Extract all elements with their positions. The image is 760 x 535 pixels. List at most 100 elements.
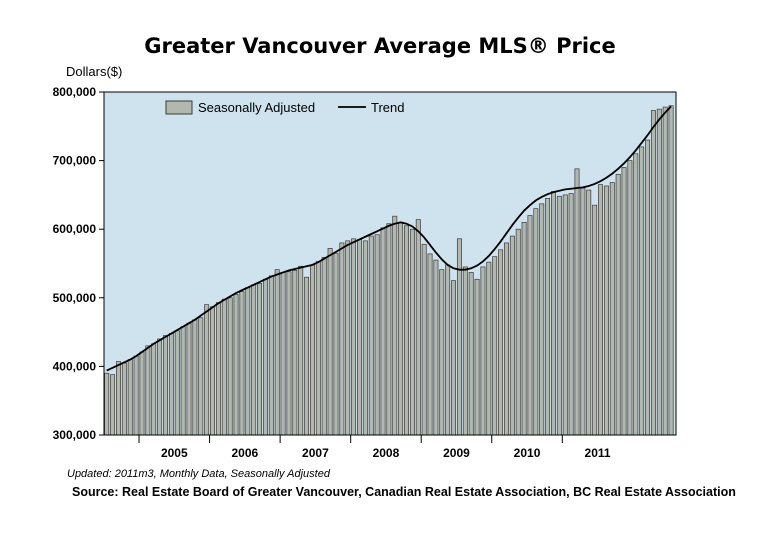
bar-seasonally-adjusted-36 xyxy=(315,261,321,436)
bar-seasonally-adjusted-6 xyxy=(139,351,145,436)
x-axis: 2005 2006 2007 2008 2009 2010 2011 xyxy=(138,435,611,460)
bar-seasonally-adjusted-82 xyxy=(586,189,592,436)
bar-seasonally-adjusted-42 xyxy=(351,238,357,436)
bar-seasonally-adjusted-79 xyxy=(568,193,574,436)
x-tick-label-2006: 2006 xyxy=(231,446,258,460)
y-tick-label: 400,000 xyxy=(53,359,97,373)
plot-frame xyxy=(103,91,677,436)
legend-label-trend: Trend xyxy=(371,100,404,115)
bar-seasonally-adjusted-38 xyxy=(327,248,333,436)
trend-line xyxy=(106,105,672,372)
bar-seasonally-adjusted-75 xyxy=(545,197,551,436)
bar-seasonally-adjusted-53 xyxy=(415,219,421,436)
y-tick-label: 300,000 xyxy=(53,428,97,442)
bar-seasonally-adjusted-10 xyxy=(163,335,168,436)
bar-seasonally-adjusted-37 xyxy=(321,256,327,436)
bar-seasonally-adjusted-50 xyxy=(398,221,404,436)
bar-seasonally-adjusted-69 xyxy=(509,235,515,436)
bar-seasonally-adjusted-87 xyxy=(615,173,621,436)
bar-seasonally-adjusted-91 xyxy=(639,146,645,436)
bar-seasonally-adjusted-74 xyxy=(539,203,545,436)
x-tick-label-2009: 2009 xyxy=(443,446,470,460)
bar-seasonally-adjusted-71 xyxy=(521,221,527,436)
bar-seasonally-adjusted-77 xyxy=(556,195,562,436)
bar-seasonally-adjusted-19 xyxy=(215,302,221,436)
bar-seasonally-adjusted-92 xyxy=(645,139,651,436)
x-tick-label-2005: 2005 xyxy=(161,446,188,460)
bar-seasonally-adjusted-4 xyxy=(127,359,133,436)
bar-seasonally-adjusted-47 xyxy=(380,227,386,436)
bar-seasonally-adjusted-81 xyxy=(580,187,586,436)
x-tick-label-2007: 2007 xyxy=(302,446,329,460)
bar-seasonally-adjusted-65 xyxy=(486,261,492,436)
bar-seasonally-adjusted-7 xyxy=(145,345,151,436)
x-tick-label-2011: 2011 xyxy=(585,446,611,460)
legend-label-seasonally-adjusted: Seasonally Adjusted xyxy=(198,100,315,115)
bar-seasonally-adjusted-64 xyxy=(480,266,486,436)
bar-seasonally-adjusted-25 xyxy=(251,284,257,436)
y-tick-label: 600,000 xyxy=(53,222,97,236)
bar-seasonally-adjusted-14 xyxy=(186,322,192,436)
y-tick-label: 800,000 xyxy=(53,85,97,99)
bar-seasonally-adjusted-30 xyxy=(280,272,286,436)
bar-seasonally-adjusted-43 xyxy=(357,239,362,436)
source-note: Source: Real Estate Board of Greater Van… xyxy=(72,485,736,499)
bar-seasonally-adjusted-62 xyxy=(468,272,474,436)
bar-seasonally-adjusted-41 xyxy=(345,240,351,436)
bar-seasonally-adjusted-80 xyxy=(574,168,580,436)
y-tick-label: 500,000 xyxy=(53,291,97,305)
bar-seasonally-adjusted-17 xyxy=(204,304,210,436)
bar-seasonally-adjusted-94 xyxy=(656,108,662,436)
y-tick-label: 700,000 xyxy=(53,154,97,168)
bar-seasonally-adjusted-13 xyxy=(180,326,186,436)
bar-seasonally-adjusted-96 xyxy=(668,105,674,436)
bar-seasonally-adjusted-45 xyxy=(368,235,374,436)
bar-seasonally-adjusted-51 xyxy=(404,225,409,436)
bar-seasonally-adjusted-15 xyxy=(192,319,198,436)
bar-seasonally-adjusted-89 xyxy=(627,160,633,436)
y-axis: 300,000 400,000 500,000 600,000 700,000 800,0… xyxy=(53,85,104,442)
bar-seasonally-adjusted-83 xyxy=(592,204,598,436)
bar-seasonally-adjusted-3 xyxy=(121,362,127,436)
bar-seasonally-adjusted-24 xyxy=(245,287,251,436)
bar-seasonally-adjusted-20 xyxy=(221,298,227,436)
bar-seasonally-adjusted-11 xyxy=(168,333,174,436)
bar-seasonally-adjusted-35 xyxy=(309,264,315,436)
bar-seasonally-adjusted-9 xyxy=(157,338,163,436)
legend-swatch-seasonally-adjusted xyxy=(165,100,193,115)
bar-seasonally-adjusted-61 xyxy=(462,266,468,436)
bar-seasonally-adjusted-16 xyxy=(198,317,204,436)
bar-seasonally-adjusted-63 xyxy=(474,278,480,436)
x-tick-label-2008: 2008 xyxy=(373,446,400,460)
bar-seasonally-adjusted-58 xyxy=(445,264,451,436)
bar-seasonally-adjusted-52 xyxy=(409,228,415,436)
bar-seasonally-adjusted-66 xyxy=(492,256,498,436)
bar-seasonally-adjusted-88 xyxy=(621,167,627,436)
bar-seasonally-adjusted-32 xyxy=(292,270,298,436)
bar-seasonally-adjusted-93 xyxy=(650,110,656,436)
bar-seasonally-adjusted-27 xyxy=(262,278,268,436)
bar-seasonally-adjusted-78 xyxy=(562,194,568,436)
bar-seasonally-adjusted-40 xyxy=(339,242,345,436)
bar-seasonally-adjusted-31 xyxy=(286,271,292,436)
bar-seasonally-adjusted-26 xyxy=(257,283,263,436)
bar-seasonally-adjusted-67 xyxy=(498,249,504,436)
bar-seasonally-adjusted-5 xyxy=(133,355,139,436)
bar-seasonally-adjusted-8 xyxy=(151,343,157,436)
bar-seasonally-adjusted-86 xyxy=(609,182,615,436)
bar-seasonally-adjusted-68 xyxy=(503,242,509,436)
bar-seasonally-adjusted-23 xyxy=(239,291,245,436)
bar-seasonally-adjusted-18 xyxy=(210,306,215,436)
bar-seasonally-adjusted-46 xyxy=(374,234,380,436)
bar-seasonally-adjusted-85 xyxy=(603,185,609,436)
bars-group xyxy=(104,105,674,436)
bar-seasonally-adjusted-70 xyxy=(515,228,521,436)
bar-seasonally-adjusted-49 xyxy=(392,215,398,436)
bar-seasonally-adjusted-95 xyxy=(662,106,668,436)
bar-seasonally-adjusted-48 xyxy=(386,223,392,436)
bar-seasonally-adjusted-28 xyxy=(268,275,274,436)
bar-seasonally-adjusted-33 xyxy=(298,265,304,436)
y-axis-label: Dollars($) xyxy=(66,64,123,79)
bar-seasonally-adjusted-55 xyxy=(427,253,433,436)
